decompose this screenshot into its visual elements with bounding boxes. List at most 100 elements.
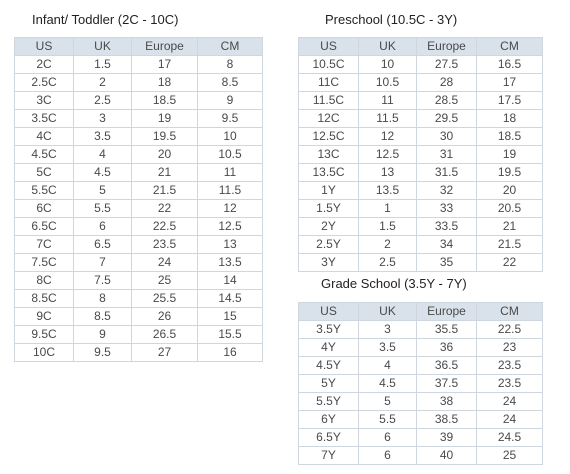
table-cell-uk: 6 (73, 217, 132, 236)
gradeschool-size-table: US UK Europe CM 3.5Y 3 35.5 22.5 4Y 3.5 36 23 4.5Y 4… (298, 302, 543, 465)
table-row: 11.5C 11 28.5 17.5 (298, 91, 543, 110)
table-row: 3.5C 3 19 9.5 (14, 109, 263, 128)
table-cell-cm: 24.5 (476, 428, 543, 447)
table-cell-cm: 25 (476, 446, 543, 465)
table-row: 10C 9.5 27 16 (14, 343, 263, 362)
table-row: 13.5C 13 31.5 19.5 (298, 163, 543, 182)
table-cell-europe: 24 (131, 253, 198, 272)
table-row: 2Y 1.5 33.5 21 (298, 217, 543, 236)
table-cell-cm: 19 (476, 145, 543, 164)
table-cell-cm: 12 (197, 199, 263, 218)
table-cell-europe: 38 (416, 392, 477, 411)
table-cell-europe: 22 (131, 199, 198, 218)
table-cell-cm: 21.5 (476, 235, 543, 254)
table-row: 6.5Y 6 39 24.5 (298, 428, 543, 447)
table-row: 2.5C 2 18 8.5 (14, 73, 263, 92)
table-cell-us: 2C (14, 55, 74, 74)
table-cell-us: 5Y (298, 374, 359, 393)
table-cell-us: 3.5Y (298, 320, 359, 339)
table-cell-us: 1.5Y (298, 199, 359, 218)
table-cell-europe: 18 (131, 73, 198, 92)
column-header-europe: Europe (416, 37, 477, 56)
table-cell-uk: 11.5 (358, 109, 417, 128)
table-row: 10.5C 10 27.5 16.5 (298, 55, 543, 74)
table-cell-cm: 11.5 (197, 181, 263, 200)
table-row: 12.5C 12 30 18.5 (298, 127, 543, 146)
table-cell-cm: 11 (197, 163, 263, 182)
table-cell-us: 5.5Y (298, 392, 359, 411)
table-row: 2C 1.5 17 8 (14, 55, 263, 74)
table-row: 5.5C 5 21.5 11.5 (14, 181, 263, 200)
table-cell-uk: 11 (358, 91, 417, 110)
table-cell-europe: 20 (131, 145, 198, 164)
table-row: 4Y 3.5 36 23 (298, 338, 543, 357)
table-cell-us: 12C (298, 109, 359, 128)
table-cell-europe: 28.5 (416, 91, 477, 110)
table-row: 2.5Y 2 34 21.5 (298, 235, 543, 254)
column-header-cm: CM (476, 302, 543, 321)
table-cell-us: 8C (14, 271, 74, 290)
table-row: 4.5Y 4 36.5 23.5 (298, 356, 543, 375)
table-row: 6C 5.5 22 12 (14, 199, 263, 218)
table-cell-cm: 8 (197, 55, 263, 74)
table-cell-uk: 13 (358, 163, 417, 182)
table-cell-uk: 5 (73, 181, 132, 200)
table-cell-europe: 33.5 (416, 217, 477, 236)
table-cell-uk: 3.5 (358, 338, 417, 357)
table-cell-uk: 4.5 (73, 163, 132, 182)
table-cell-us: 6.5C (14, 217, 74, 236)
table-row: 9.5C 9 26.5 15.5 (14, 325, 263, 344)
infant-size-table: US UK Europe CM 2C 1.5 17 8 2.5C 2 18 8.5 3C 2.5 18.5… (14, 37, 263, 362)
table-cell-uk: 4.5 (358, 374, 417, 393)
table-cell-uk: 7 (73, 253, 132, 272)
table-cell-us: 1Y (298, 181, 359, 200)
table-row: 3.5Y 3 35.5 22.5 (298, 320, 543, 339)
table-cell-uk: 3.5 (73, 127, 132, 146)
table-cell-cm: 24 (476, 410, 543, 429)
table-header-row: US UK Europe CM (14, 37, 263, 56)
table-cell-us: 4.5Y (298, 356, 359, 375)
table-cell-us: 5C (14, 163, 74, 182)
column-header-us: US (298, 37, 359, 56)
table-cell-us: 4Y (298, 338, 359, 357)
table-cell-uk: 5.5 (358, 410, 417, 429)
table-cell-cm: 21 (476, 217, 543, 236)
table-cell-cm: 19.5 (476, 163, 543, 182)
table-cell-europe: 27 (131, 343, 198, 362)
table-cell-cm: 15.5 (197, 325, 263, 344)
table-cell-us: 3C (14, 91, 74, 110)
table-cell-europe: 36.5 (416, 356, 477, 375)
table-cell-cm: 20.5 (476, 199, 543, 218)
table-cell-cm: 14 (197, 271, 263, 290)
table-cell-cm: 23.5 (476, 374, 543, 393)
table-cell-uk: 13.5 (358, 181, 417, 200)
table-cell-us: 13C (298, 145, 359, 164)
table-cell-uk: 5 (358, 392, 417, 411)
table-row: 4.5C 4 20 10.5 (14, 145, 263, 164)
gradeschool-title: Grade School (3.5Y - 7Y) (321, 276, 467, 291)
table-cell-europe: 34 (416, 235, 477, 254)
table-cell-europe: 25.5 (131, 289, 198, 308)
table-cell-us: 10C (14, 343, 74, 362)
table-row: 4C 3.5 19.5 10 (14, 127, 263, 146)
table-cell-us: 3Y (298, 253, 359, 272)
table-cell-europe: 18.5 (131, 91, 198, 110)
table-cell-europe: 27.5 (416, 55, 477, 74)
table-cell-cm: 8.5 (197, 73, 263, 92)
table-cell-europe: 36 (416, 338, 477, 357)
table-row: 11C 10.5 28 17 (298, 73, 543, 92)
table-cell-us: 2Y (298, 217, 359, 236)
table-cell-uk: 8 (73, 289, 132, 308)
table-cell-uk: 7.5 (73, 271, 132, 290)
table-cell-uk: 9.5 (73, 343, 132, 362)
table-cell-us: 2.5Y (298, 235, 359, 254)
table-cell-us: 6C (14, 199, 74, 218)
table-cell-uk: 1.5 (73, 55, 132, 74)
table-cell-uk: 3 (358, 320, 417, 339)
table-cell-us: 2.5C (14, 73, 74, 92)
table-cell-us: 5.5C (14, 181, 74, 200)
column-header-cm: CM (476, 37, 543, 56)
table-cell-uk: 12.5 (358, 145, 417, 164)
column-header-europe: Europe (131, 37, 198, 56)
table-cell-europe: 22.5 (131, 217, 198, 236)
